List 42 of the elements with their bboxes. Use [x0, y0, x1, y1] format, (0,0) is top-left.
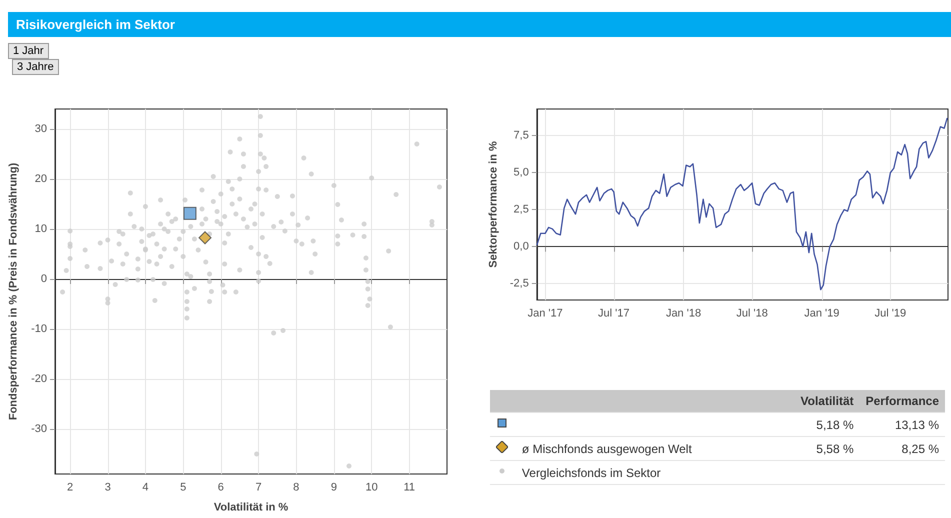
- x-tick-label: 10: [365, 482, 378, 494]
- y-tick-label: -20: [31, 373, 47, 385]
- x-tick-label: Jan '19: [804, 308, 840, 320]
- legend-label: ø Mischfonds ausgewogen Welt: [516, 436, 794, 460]
- x-tick-label: Jan '17: [528, 308, 563, 320]
- chart-title: Risikovergleich im Sektor: [8, 12, 951, 37]
- text: 1 Jahr: [8, 43, 49, 59]
- y-tick-label: -2,5: [510, 278, 529, 290]
- table-header: Volatilität Performance: [490, 390, 945, 412]
- text: 13,13 %: [860, 412, 945, 436]
- y-tick-label: 0,0: [514, 240, 529, 253]
- text: 8,25 %: [860, 436, 945, 460]
- line-series: [536, 117, 948, 290]
- x-tick-label: 3: [104, 482, 111, 494]
- y-axis-title: Fondsperformance in % (Preis in Fondswährung): [8, 162, 20, 420]
- x-tick-label: Jul '19: [874, 308, 906, 320]
- y-tick-label: 30: [34, 123, 47, 135]
- y-tick-label: 10: [34, 223, 47, 235]
- x-tick-label: 9: [330, 482, 337, 494]
- x-tick-label: 7: [255, 482, 262, 494]
- x-tick-label: 8: [293, 482, 300, 494]
- y-tick-label: 5,0: [514, 166, 529, 179]
- x-tick-label: Jan '18: [666, 308, 702, 320]
- y-tick-label: -30: [31, 423, 47, 435]
- y-tick-label: 0: [40, 273, 47, 285]
- x-tick-label: 2: [67, 482, 74, 494]
- x-tick-label: 11: [404, 482, 416, 494]
- y-tick-label: 20: [34, 173, 47, 185]
- x-tick-label: 6: [218, 482, 224, 494]
- y-axis-title: Sektorperformance in %: [488, 141, 500, 268]
- legend-label: Vergleichsfonds im Sektor: [516, 460, 794, 484]
- x-tick-label: 5: [180, 482, 186, 494]
- x-axis-title: Volatilität in %: [214, 502, 288, 514]
- x-tick-label: 4: [142, 482, 149, 494]
- y-tick-label: 7,5: [514, 130, 529, 142]
- x-tick-label: Jul '17: [598, 308, 630, 320]
- y-tick-label: 2,5: [514, 204, 529, 216]
- text: 3 Jahre: [12, 59, 59, 75]
- y-tick-label: -10: [31, 323, 47, 335]
- text: 5,18 %: [794, 412, 860, 436]
- text: 5,58 %: [794, 436, 860, 460]
- x-tick-label: Jul '18: [736, 308, 768, 320]
